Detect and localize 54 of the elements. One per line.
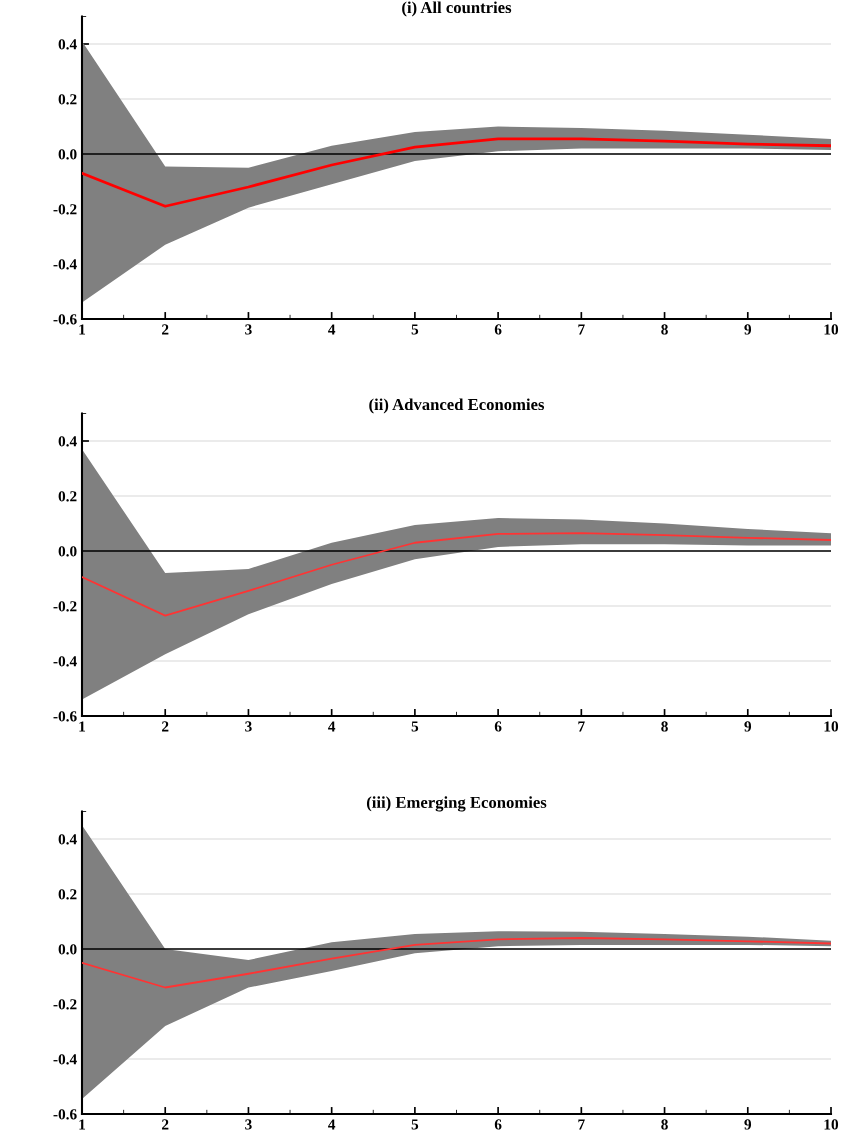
x-tick-label: 3 — [245, 1119, 252, 1130]
chart-title: (iii) Emerging Economies — [366, 796, 547, 812]
y-tick-label: 0.4 — [58, 436, 77, 447]
x-tick-label: 3 — [245, 324, 252, 335]
x-tick-label: 2 — [162, 324, 169, 335]
y-tick-label: 0.0 — [58, 546, 77, 557]
y-tick-label: -0.6 — [53, 711, 77, 722]
y-tick-label: -0.4 — [53, 259, 77, 270]
y-tick-label: 0.2 — [58, 491, 77, 502]
y-tick-label: -0.6 — [53, 314, 77, 325]
y-tick-label: -0.2 — [53, 999, 77, 1010]
x-tick-label: 2 — [162, 1119, 169, 1130]
x-tick-label: 1 — [79, 324, 86, 335]
x-tick-label: 10 — [824, 324, 839, 335]
y-tick-label: 0.2 — [58, 889, 77, 900]
x-tick-label: 8 — [661, 324, 668, 335]
y-tick-label: 0.0 — [58, 149, 77, 160]
x-tick-label: 3 — [245, 721, 252, 732]
x-tick-label: 8 — [661, 1119, 668, 1130]
line-series — [82, 137, 831, 208]
y-tick-label: -0.4 — [53, 656, 77, 667]
x-tick-label: 9 — [744, 721, 752, 732]
x-tick-label: 7 — [578, 1119, 585, 1130]
y-tick-label: -0.4 — [53, 1054, 77, 1065]
y-tick-label: 0.4 — [58, 834, 77, 845]
x-tick-label: 4 — [328, 324, 336, 335]
x-tick-label: 2 — [162, 721, 169, 732]
x-tick-label: 8 — [661, 721, 668, 732]
x-tick-label: 1 — [79, 721, 86, 732]
line-series — [82, 937, 831, 989]
x-tick-label: 7 — [578, 721, 585, 732]
chart-title: (i) All countries — [402, 1, 512, 17]
chart-title: (ii) Advanced Economies — [369, 398, 545, 414]
y-tick-label: -0.2 — [53, 601, 77, 612]
x-tick-label: 6 — [494, 721, 502, 732]
y-tick-label: 0.4 — [58, 39, 77, 50]
y-tick-label: 0.2 — [58, 94, 77, 105]
x-tick-label: 10 — [824, 721, 839, 732]
y-tick-label: -0.6 — [53, 1109, 77, 1120]
x-tick-label: 10 — [824, 1119, 839, 1130]
x-tick-label: 5 — [411, 1119, 419, 1130]
x-tick-label: 6 — [494, 324, 502, 335]
x-tick-label: 9 — [744, 1119, 752, 1130]
x-tick-label: 7 — [578, 324, 585, 335]
y-tick-label: -0.2 — [53, 204, 77, 215]
x-tick-label: 6 — [494, 1119, 502, 1130]
x-tick-label: 1 — [79, 1119, 86, 1130]
x-tick-label: 5 — [411, 324, 419, 335]
y-tick-label: 0.0 — [58, 944, 77, 955]
x-tick-label: 5 — [411, 721, 419, 732]
x-tick-label: 4 — [328, 1119, 336, 1130]
x-tick-label: 4 — [328, 721, 336, 732]
x-tick-label: 9 — [744, 324, 752, 335]
line-series — [82, 532, 831, 617]
